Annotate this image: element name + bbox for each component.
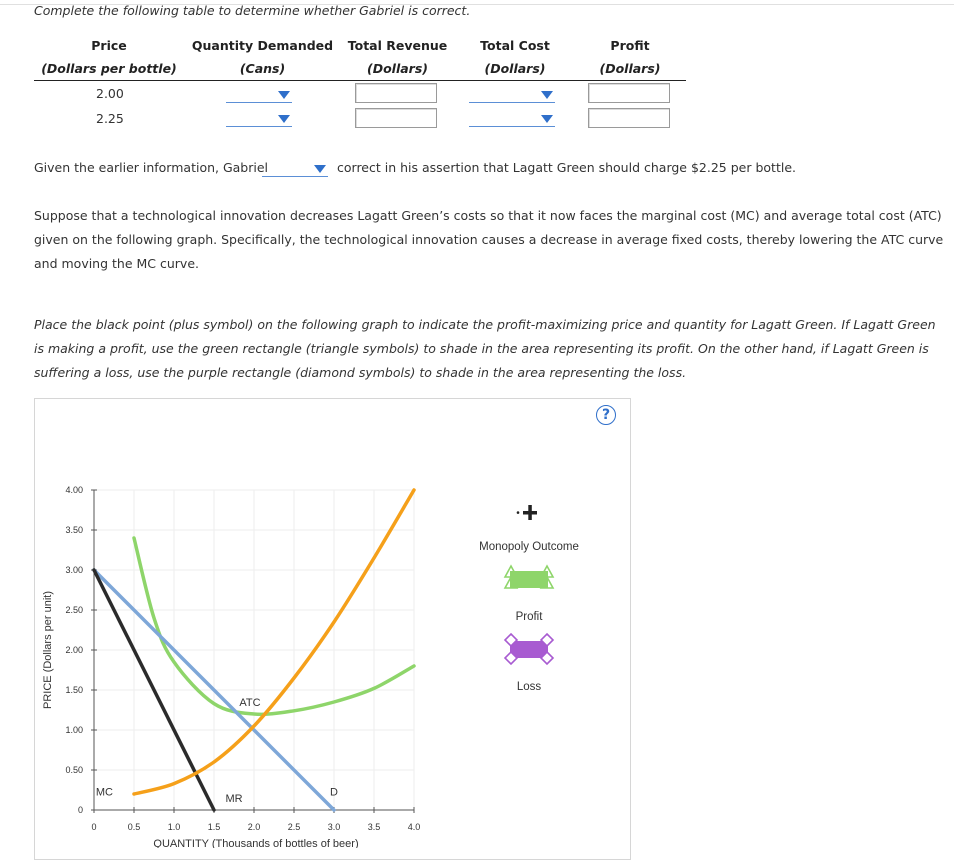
chevron-down-icon [278, 91, 290, 99]
diamond-icon [503, 650, 519, 666]
header-profit: Profit (Dollars) [585, 38, 675, 76]
row1-quantity-dropdown-arrow[interactable] [226, 86, 292, 102]
atc-label: ATC [239, 697, 260, 709]
header-profit-unit: (Dollars) [599, 61, 661, 76]
row2-quantity-dropdown[interactable] [226, 110, 292, 127]
row1-price: 2.00 [96, 86, 124, 101]
x-tick-label: 1.5 [208, 822, 221, 832]
legend-loss: Loss [517, 681, 542, 693]
table-instructions: Complete the following table to determin… [34, 3, 471, 18]
diamond-icon [503, 632, 519, 648]
table-header-rule [34, 80, 686, 81]
y-tick-label: 3.50 [65, 525, 83, 535]
graph-instructions: Place the black point (plus symbol) on t… [34, 317, 936, 380]
x-tick-label: 4.0 [408, 822, 421, 832]
d-label: D [330, 787, 338, 799]
header-total-cost: Total Cost (Dollars) [465, 38, 565, 76]
curves [92, 488, 416, 812]
gabriel-correct-dropdown-arrow[interactable] [262, 160, 328, 176]
y-tick-label: 3.00 [65, 565, 83, 575]
legend-monopoly-outcome: Monopoly Outcome [479, 541, 579, 553]
loss-rectangle-tool[interactable] [503, 632, 555, 666]
header-profit-title: Profit [610, 38, 650, 53]
gabriel-correct-dropdown[interactable] [262, 160, 328, 177]
d-curve [92, 568, 336, 812]
curve-labels: ATC D MR MC [96, 697, 338, 805]
row2-quantity-dropdown-arrow[interactable] [226, 110, 292, 126]
header-quantity-unit: (Cans) [239, 61, 286, 76]
row1-total-cost-dropdown-arrow[interactable] [469, 86, 555, 102]
y-axis-label: PRICE (Dollars per unit) [42, 591, 54, 709]
row2-total-cost-dropdown[interactable] [469, 110, 555, 127]
row1-total-revenue-input[interactable] [355, 83, 437, 103]
x-axis-label: QUANTITY (Thousands of bottles of beer) [153, 838, 358, 848]
legend-profit: Profit [516, 611, 544, 623]
help-icon[interactable]: ? [596, 405, 616, 425]
y-tick-label: 2.00 [65, 645, 83, 655]
scenario-paragraph: Suppose that a technological innovation … [34, 208, 944, 271]
grid-lines [94, 489, 415, 810]
header-total-revenue-unit: (Dollars) [367, 61, 428, 76]
gabriel-sentence-start: Given the earlier information, Gabriel [34, 160, 269, 175]
row2-price: 2.25 [96, 111, 124, 126]
tick-labels: 0 0.5 1.0 1.5 2.0 2.5 3.0 3.5 4.000.501.001.502.… [65, 485, 420, 832]
atc-curve [132, 536, 416, 717]
x-tick-label: 0 [91, 822, 96, 832]
header-total-revenue: Total Revenue (Dollars) [345, 38, 450, 76]
diamond-icon [539, 650, 555, 666]
chevron-down-icon [314, 165, 326, 173]
axes [91, 489, 415, 813]
chevron-down-icon [541, 91, 553, 99]
x-tick-label: 2.5 [288, 822, 301, 832]
row2-total-revenue-input[interactable] [355, 108, 437, 128]
mr-curve [92, 568, 216, 812]
chevron-down-icon [541, 115, 553, 123]
row1-profit-input[interactable] [588, 83, 670, 103]
mc-label: MC [96, 787, 113, 799]
gabriel-sentence-end: correct in his assertion that Lagatt Gre… [337, 160, 796, 175]
row2-profit-input[interactable] [588, 108, 670, 128]
row2-total-cost-dropdown-arrow[interactable] [469, 110, 555, 126]
triangle-icon [503, 575, 519, 589]
profit-swatch [510, 571, 548, 588]
header-quantity: Quantity Demanded (Cans) [190, 38, 335, 76]
header-total-cost-unit: (Dollars) [484, 61, 546, 76]
mc-curve [132, 488, 416, 796]
y-tick-label: 1.00 [65, 725, 83, 735]
chevron-down-icon [278, 115, 290, 123]
triangle-icon [539, 564, 555, 578]
triangle-icon [503, 564, 519, 578]
diamond-icon [539, 632, 555, 648]
plus-icon [516, 505, 537, 520]
header-quantity-title: Quantity Demanded [191, 38, 334, 53]
y-tick-label: 0 [78, 805, 83, 815]
profit-rectangle-tool[interactable] [503, 564, 555, 589]
x-tick-label: 3.0 [328, 822, 341, 832]
top-divider [0, 4, 954, 5]
y-tick-label: 4.00 [65, 485, 83, 495]
y-tick-label: 2.50 [65, 605, 83, 615]
header-price-unit: (Dollars per bottle) [41, 61, 177, 76]
x-tick-label: 0.5 [128, 822, 141, 832]
row1-total-cost-dropdown[interactable] [469, 86, 555, 103]
loss-swatch [510, 641, 548, 658]
triangle-icon [539, 575, 555, 589]
x-tick-label: 3.5 [368, 822, 381, 832]
row1-quantity-dropdown[interactable] [226, 86, 292, 103]
x-tick-label: 1.0 [168, 822, 181, 832]
header-total-revenue-title: Total Revenue [347, 38, 448, 53]
monopoly-outcome-tool[interactable] [514, 500, 544, 524]
mr-label: MR [225, 793, 242, 805]
y-tick-label: 0.50 [65, 765, 83, 775]
header-price-title: Price [91, 38, 127, 53]
header-price: Price (Dollars per bottle) [34, 38, 184, 76]
header-total-cost-title: Total Cost [480, 38, 550, 53]
x-tick-label: 2.0 [248, 822, 261, 832]
y-tick-label: 1.50 [65, 685, 83, 695]
